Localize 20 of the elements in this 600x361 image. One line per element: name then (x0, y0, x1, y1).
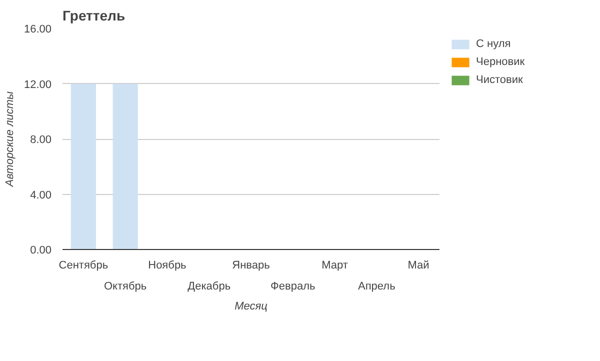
y-tick-label: 16.00 (24, 24, 52, 36)
x-tick-label: Май (408, 260, 430, 272)
x-tick-label: Февраль (270, 280, 316, 292)
x-tick-label: Сентябрь (58, 260, 108, 272)
x-axis-title: Месяц (234, 300, 268, 312)
x-tick-label: Март (322, 260, 348, 272)
x-tick-label: Декабрь (188, 280, 231, 292)
x-tick-label: Январь (232, 260, 270, 272)
x-tick-label: Ноябрь (148, 260, 187, 272)
y-tick-label: 0.00 (30, 244, 52, 256)
y-axis-title: Авторские листы (4, 91, 16, 188)
chart-title: Греттель (62, 8, 126, 24)
legend-label: С нуля (476, 38, 511, 50)
y-tick-label: 4.00 (30, 189, 52, 202)
legend-label: Чистовик (476, 74, 523, 86)
y-tick-label: 8.00 (30, 134, 52, 146)
x-tick-label: Октябрь (104, 280, 147, 292)
y-tick-label: 12.00 (24, 78, 52, 91)
legend-label: Черновик (476, 56, 525, 68)
x-tick-label: Апрель (358, 280, 396, 292)
